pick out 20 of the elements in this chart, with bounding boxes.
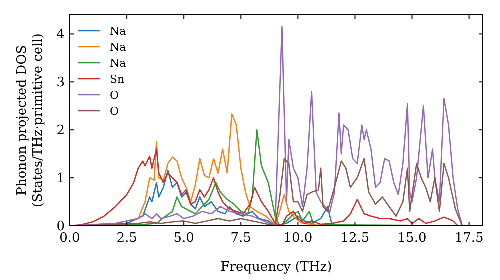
legend-label: Na [110,24,127,38]
legend-label: Na [110,40,127,54]
x-axis-title: Frequency (THz) [220,260,332,275]
x-tick-label: 7.5 [230,231,252,246]
y-tick-label: 4 [56,28,65,43]
x-tick-label: 2.5 [116,231,138,246]
y-axis-title: Phonon projected DOS (States/THz·primitive cell) [15,33,46,208]
legend-label: O [110,104,120,118]
legend-label: Na [110,56,127,70]
y-tick-label: 2 [56,124,65,139]
x-tick-label: 0.0 [60,231,80,246]
x-tick-label: 17.5 [454,231,484,246]
x-tick-label: 15.0 [398,231,427,246]
x-tick-label: 5.0 [174,231,194,246]
x-tick-label: 12.5 [340,231,370,246]
x-tick-label: 10.0 [284,231,313,246]
legend-label: Sn [110,72,125,86]
legend-label: O [110,88,120,102]
y-tick-label: 3 [56,76,65,91]
y-tick-label: 1 [56,172,65,187]
